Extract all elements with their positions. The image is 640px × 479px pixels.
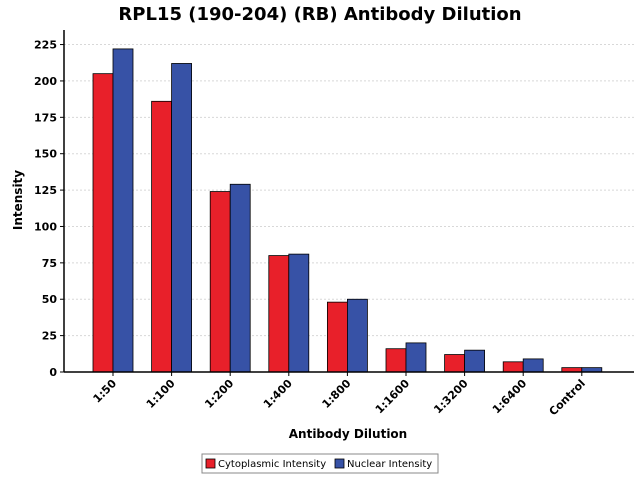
legend-swatch-nuclear — [334, 458, 345, 469]
legend-label-nuclear: Nuclear Intensity — [347, 459, 432, 470]
x-tick-label: 1:200 — [202, 377, 236, 411]
y-tick-label: 225 — [34, 39, 57, 52]
legend-box — [201, 453, 439, 474]
x-tick-label: Control — [547, 377, 588, 418]
chart-title: RPL15 (190-204) (RB) Antibody Dilution — [118, 4, 521, 25]
x-tick-label: 1:100 — [144, 377, 178, 411]
y-axis-label: Intensity — [11, 170, 25, 230]
bar-nuclear — [112, 48, 134, 373]
y-tick-labels: 0 25 50 75 100 125 150 175 200 225 — [34, 39, 64, 379]
bar-nuclear — [464, 349, 486, 373]
bar-nuclear — [522, 358, 544, 373]
bar-cytoplasmic — [209, 191, 231, 373]
x-tick-label: 1:1600 — [373, 377, 413, 417]
bar-cytoplasmic — [151, 100, 173, 373]
x-tick-label: 1:400 — [261, 377, 295, 411]
x-tick-label: 1:6400 — [490, 377, 530, 417]
bar-nuclear — [346, 298, 368, 373]
y-tick-label: 25 — [42, 330, 57, 343]
y-tick-label: 0 — [49, 366, 57, 379]
bar-cytoplasmic — [268, 255, 290, 373]
x-tick-label: 1:3200 — [431, 377, 471, 417]
x-tick-label: 1:50 — [91, 377, 120, 406]
gridlines — [64, 44, 634, 337]
y-tick-label: 100 — [34, 220, 57, 233]
y-tick-label: 75 — [42, 257, 57, 270]
bar-cytoplasmic — [444, 354, 466, 373]
bar-cytoplasmic — [502, 361, 524, 373]
y-tick-label: 125 — [34, 184, 57, 197]
x-axis-label: Antibody Dilution — [289, 427, 407, 441]
bars — [92, 48, 603, 373]
bar-nuclear — [288, 253, 310, 373]
bar-cytoplasmic — [385, 348, 407, 373]
y-tick-label: 175 — [34, 111, 57, 124]
legend-swatch-cytoplasmic — [205, 458, 216, 469]
x-tick-labels: 1:50 1:100 1:200 1:400 1:800 1:1600 1:3200 1:64… — [91, 372, 588, 418]
y-tick-label: 200 — [34, 75, 57, 88]
axes — [63, 30, 634, 373]
bar-nuclear — [405, 342, 427, 373]
bar-cytoplasmic — [326, 301, 348, 373]
x-tick-label: 1:800 — [320, 377, 354, 411]
legend-label-cytoplasmic: Cytoplasmic Intensity — [218, 459, 326, 470]
y-tick-label: 50 — [42, 293, 58, 306]
bar-nuclear — [229, 183, 251, 373]
y-tick-label: 150 — [34, 148, 57, 161]
legend: Cytoplasmic Intensity Nuclear Intensity — [201, 453, 439, 474]
bar-nuclear — [171, 63, 193, 373]
bar-cytoplasmic — [92, 73, 114, 373]
